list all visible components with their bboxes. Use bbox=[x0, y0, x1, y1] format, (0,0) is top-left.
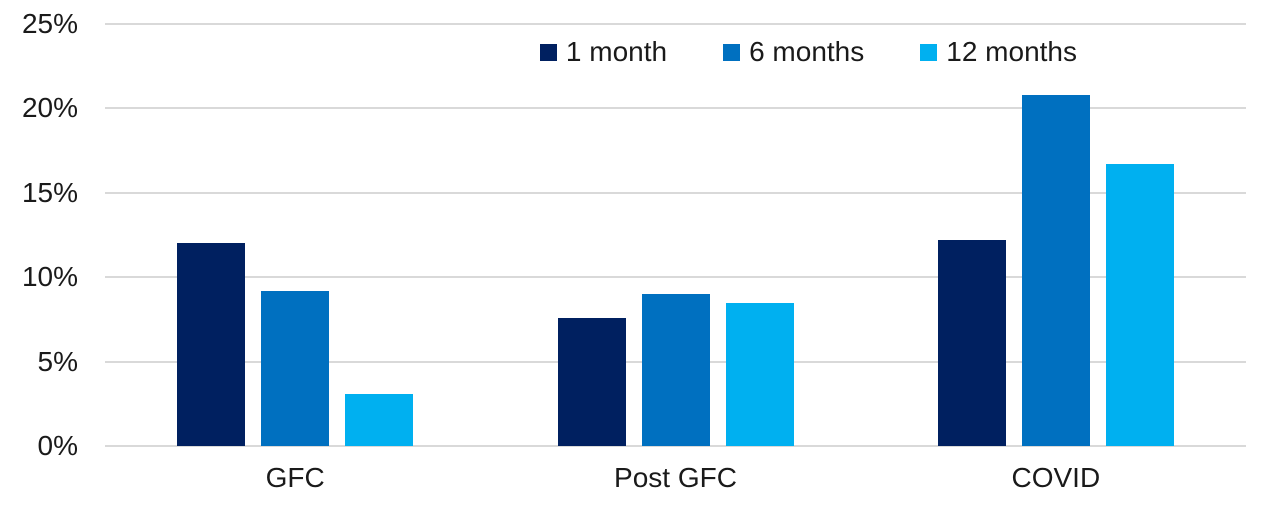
legend-swatch-6-months bbox=[723, 43, 741, 61]
gridline bbox=[105, 23, 1246, 25]
y-axis-tick-label: 15% bbox=[21, 176, 78, 208]
y-axis-tick-label: 25% bbox=[21, 8, 78, 39]
legend-swatch-12-months bbox=[920, 43, 938, 61]
legend-item-1-month: 1 month bbox=[539, 36, 668, 68]
y-axis-tick-label: 5% bbox=[37, 345, 78, 377]
bar-covid-12-months bbox=[1105, 164, 1174, 446]
legend-swatch-1-month bbox=[539, 43, 557, 61]
gridline bbox=[105, 276, 1246, 279]
bar-gfc-1-month bbox=[177, 243, 246, 446]
legend: 1 month 6 months 12 months bbox=[539, 36, 1077, 68]
category-label-post-gfc: Post GFC bbox=[614, 462, 737, 493]
category-label-covid: COVID bbox=[1011, 462, 1101, 493]
gridline bbox=[105, 107, 1246, 110]
bar-gfc-12-months bbox=[345, 393, 414, 446]
bar-covid-6-months bbox=[1021, 94, 1090, 446]
gridline bbox=[105, 191, 1246, 194]
y-axis-tick-label: 20% bbox=[21, 92, 78, 124]
bar-post-gfc-6-months bbox=[641, 294, 710, 446]
legend-label: 12 months bbox=[946, 36, 1077, 67]
bar-post-gfc-12-months bbox=[725, 302, 794, 446]
x-axis-line bbox=[105, 445, 1246, 447]
legend-item-12-months: 12 months bbox=[920, 36, 1077, 68]
plot-area bbox=[105, 23, 1246, 447]
legend-label: 6 months bbox=[749, 36, 865, 67]
bar-covid-1-month bbox=[937, 240, 1006, 446]
category-label-gfc: GFC bbox=[265, 462, 325, 493]
y-axis-tick-label: 0% bbox=[37, 430, 78, 461]
bar-gfc-6-months bbox=[261, 290, 330, 446]
legend-label: 1 month bbox=[565, 36, 668, 67]
bar-post-gfc-1-month bbox=[557, 317, 626, 446]
y-axis-tick-label: 10% bbox=[21, 261, 78, 293]
legend-item-6-months: 6 months bbox=[723, 36, 864, 68]
